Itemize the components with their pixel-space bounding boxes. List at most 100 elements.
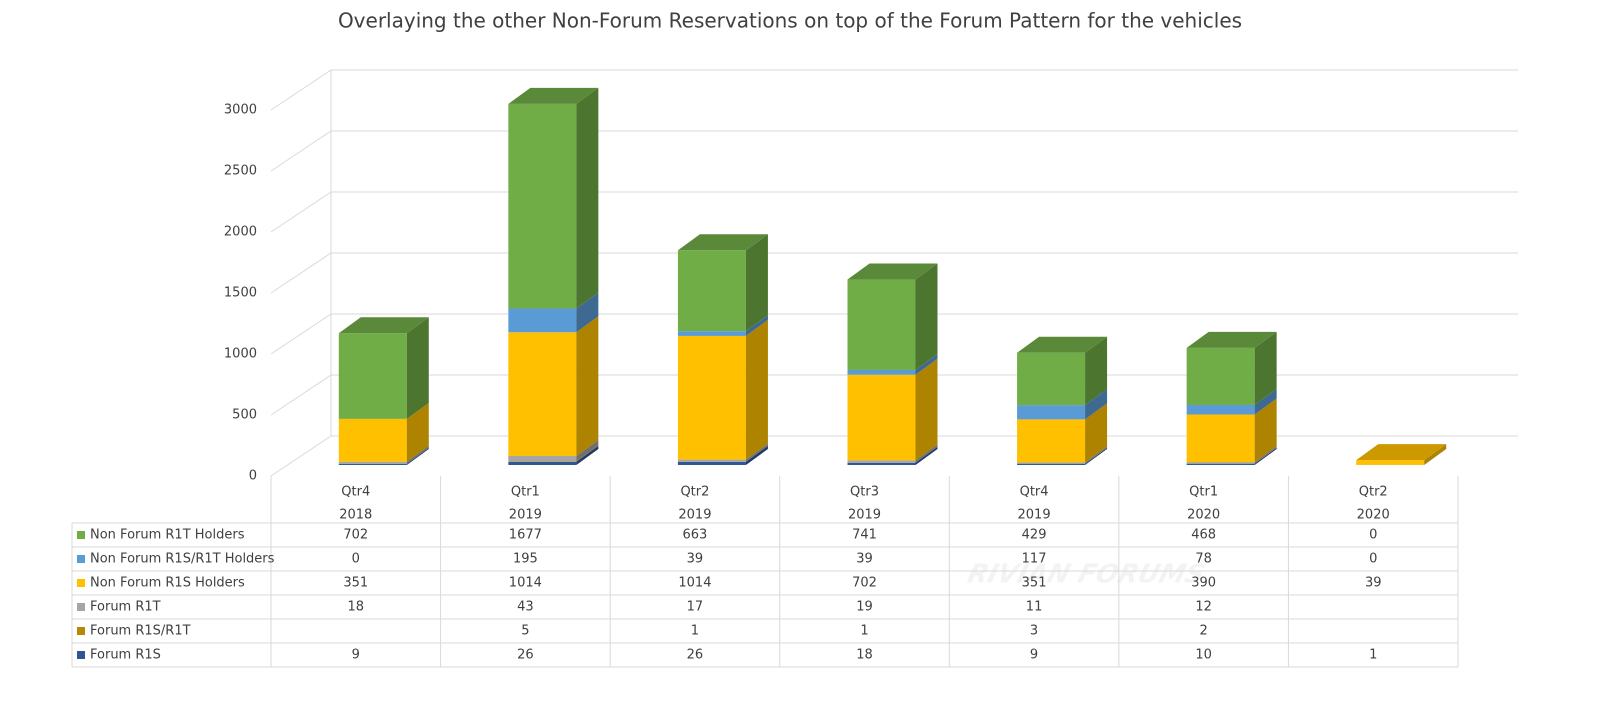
bar-side <box>406 402 429 462</box>
bar-side <box>1254 447 1277 464</box>
bar-side <box>1085 403 1108 463</box>
table-value: 39 <box>1365 576 1382 591</box>
table-value: 351 <box>343 576 368 591</box>
bar-segment <box>1186 404 1255 415</box>
bar-side <box>745 445 768 462</box>
x-tick-label: 2019 <box>678 508 711 523</box>
x-tick-label: Qtr1 <box>511 485 540 500</box>
table-value: 0 <box>1369 552 1377 567</box>
bar-side <box>1424 444 1447 465</box>
x-tick-label: 2018 <box>339 508 372 523</box>
table-value: 351 <box>1022 576 1047 591</box>
bar-side <box>915 263 938 370</box>
bar-top <box>847 263 938 280</box>
bar-side <box>915 353 938 375</box>
x-tick-label: Qtr1 <box>1189 485 1218 500</box>
y-tick-label: 2500 <box>224 164 257 179</box>
bar-segment <box>338 461 407 464</box>
table-value: 702 <box>852 576 877 591</box>
legend-label: Forum R1T <box>90 600 161 615</box>
table-value: 39 <box>687 552 704 567</box>
bar-top <box>1186 331 1277 348</box>
bar-side <box>406 445 429 464</box>
x-tick-label: Qtr2 <box>1359 485 1388 500</box>
x-tick-label: 2020 <box>1357 508 1390 523</box>
bar-side <box>745 445 768 465</box>
table-value: 663 <box>683 528 708 543</box>
table-value: 78 <box>1195 552 1212 567</box>
bar-side <box>576 439 599 462</box>
table-value: 429 <box>1022 528 1047 543</box>
y-tick-label: 500 <box>232 408 257 423</box>
bar-side <box>576 316 599 456</box>
table-value: 468 <box>1191 528 1216 543</box>
grid-line <box>270 69 1518 111</box>
bar-side <box>576 445 599 462</box>
table-value: 702 <box>343 528 368 543</box>
bar-top <box>1356 444 1447 461</box>
table-value: 117 <box>1022 552 1047 567</box>
bar-side <box>745 443 768 462</box>
bar-segment <box>508 461 577 462</box>
bar-segment <box>847 369 916 375</box>
bar-side <box>1085 389 1108 420</box>
legend-label: Non Forum R1T Holders <box>90 528 245 543</box>
bar-side <box>915 358 938 461</box>
grid-line <box>270 191 1518 233</box>
table-value: 1 <box>860 624 868 639</box>
bar-segment <box>677 250 746 332</box>
bar-segment <box>1356 460 1425 465</box>
table-value: 12 <box>1195 600 1212 615</box>
bar-side <box>576 292 599 333</box>
bar-side <box>1254 446 1277 464</box>
x-tick-label: Qtr4 <box>1020 485 1049 500</box>
table-value: 1 <box>1369 648 1377 663</box>
bar-segment <box>847 462 916 465</box>
legend-label: Non Forum R1S Holders <box>90 576 245 591</box>
bar-segment <box>1017 352 1086 406</box>
bar-segment <box>508 332 577 456</box>
legend-swatch <box>77 603 85 611</box>
data-table: Qtr42018Qtr12019Qtr22019Qtr32019Qtr42019… <box>71 476 1459 668</box>
table-value: 1677 <box>509 528 542 543</box>
x-tick-label: 2019 <box>1018 508 1051 523</box>
legend-label: Non Forum R1S/R1T Holders <box>90 552 275 567</box>
y-tick-label: 0 <box>249 469 257 484</box>
table-value: 0 <box>352 552 360 567</box>
bars <box>338 87 1447 465</box>
table-value: 26 <box>517 648 534 663</box>
y-tick-label: 3000 <box>224 103 257 118</box>
y-tick-label: 1500 <box>224 286 257 301</box>
table-value: 1014 <box>678 576 711 591</box>
table-value: 0 <box>1369 528 1377 543</box>
bar-segment <box>1186 414 1255 463</box>
bar-side <box>1085 447 1108 465</box>
bar-top <box>677 234 768 251</box>
bar-side <box>745 315 768 336</box>
legend-swatch <box>77 579 85 587</box>
table-value: 19 <box>856 600 873 615</box>
x-tick-label: Qtr3 <box>850 485 879 500</box>
chart-title: Overlaying the other Non-Forum Reservati… <box>338 9 1242 33</box>
table-value: 26 <box>687 648 704 663</box>
table-value: 18 <box>348 600 365 615</box>
bar-segment <box>338 333 407 419</box>
table-value: 9 <box>1030 648 1038 663</box>
table-value: 2 <box>1200 624 1208 639</box>
bar-segment <box>847 279 916 370</box>
bar-side <box>1424 448 1447 465</box>
bar-top <box>1017 336 1108 353</box>
x-tick-label: Qtr4 <box>341 485 370 500</box>
table-value: 17 <box>687 600 704 615</box>
bar-side <box>1085 447 1108 464</box>
bar-segment <box>508 103 577 309</box>
bar-side <box>745 319 768 460</box>
bar-segment <box>677 335 746 460</box>
x-tick-label: 2019 <box>509 508 542 523</box>
y-tick-label: 1000 <box>224 347 257 362</box>
x-tick-label: Qtr2 <box>680 485 709 500</box>
bar-side <box>745 234 768 332</box>
table-value: 1 <box>691 624 699 639</box>
legend-swatch <box>77 555 85 563</box>
